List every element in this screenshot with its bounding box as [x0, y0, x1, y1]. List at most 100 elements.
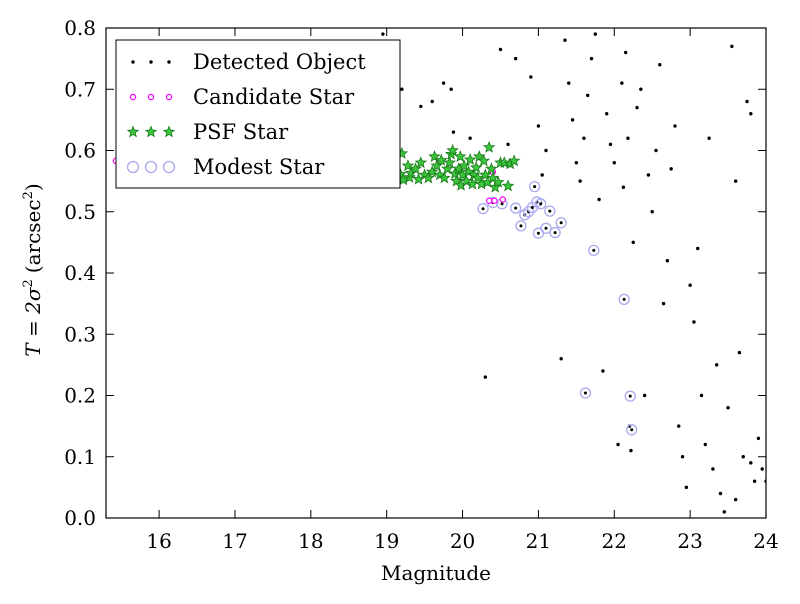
psf-star-point	[454, 150, 467, 162]
modest-star-center	[553, 231, 557, 235]
candidate-star-point	[485, 197, 493, 204]
legend-marker-modest	[162, 160, 176, 174]
candidate-star-point	[499, 196, 506, 203]
modest-star-center	[514, 206, 518, 210]
detected-object-point	[589, 56, 594, 61]
modest-star-point	[624, 390, 636, 402]
modest-star-point	[555, 217, 567, 229]
detected-object-point	[745, 99, 749, 104]
detected-object-point	[699, 393, 704, 398]
detected-object-point	[574, 161, 579, 165]
detected-object-point	[726, 406, 730, 410]
x-tick-label: 21	[526, 529, 551, 553]
detected-object-point	[540, 173, 544, 177]
psf-star-point	[485, 162, 498, 175]
legend-marker-detected	[131, 60, 135, 64]
psf-star-point	[409, 162, 422, 175]
detected-object-point	[749, 461, 753, 465]
psf-star-point	[491, 175, 505, 188]
modest-star-point	[535, 198, 547, 210]
modest-star-point	[579, 387, 592, 399]
detected-object-point	[692, 320, 696, 324]
detected-object-point	[756, 436, 761, 441]
modest-star-center	[630, 428, 634, 432]
detected-object-point	[601, 369, 605, 373]
x-tick-label: 18	[298, 529, 323, 553]
detected-object-point	[536, 124, 541, 128]
legend-marker-psf	[162, 125, 176, 138]
detected-object-point	[718, 491, 723, 496]
y-tick-label: 0.0	[64, 506, 96, 530]
psf-stars	[369, 140, 521, 193]
modest-star-center	[536, 231, 540, 235]
psf-star-point	[448, 167, 462, 180]
psf-star-point	[463, 153, 477, 166]
detected-object-point	[711, 467, 715, 471]
detected-object-point	[451, 130, 456, 134]
modest-star-point	[626, 424, 638, 436]
psf-star-point	[441, 162, 454, 175]
detected-object-point	[752, 479, 757, 483]
legend-marker-psf	[126, 125, 140, 138]
y-tick-label: 0.2	[64, 384, 96, 408]
detected-object-point	[608, 142, 613, 147]
x-tick-label: 16	[146, 529, 171, 553]
modest-star-center	[481, 207, 485, 211]
legend-markers	[126, 60, 176, 174]
y-axis-label-main: T = 2σ	[21, 286, 45, 357]
detected-object-point	[688, 283, 692, 287]
psf-star-point	[482, 140, 496, 153]
psf-star-point	[443, 156, 456, 169]
detected-object-point	[714, 363, 719, 367]
detected-object-point	[544, 148, 548, 153]
legend-marker-candidate	[129, 93, 137, 101]
detected-object-point	[703, 442, 708, 447]
detected-object-point	[498, 47, 503, 52]
x-tick-label: 22	[602, 529, 627, 553]
detected-object-point	[593, 32, 598, 36]
modest-star-center	[539, 202, 543, 206]
detected-object-point	[430, 99, 434, 104]
detected-object-point	[737, 350, 742, 355]
detected-object-point	[570, 118, 575, 122]
detected-object-point	[582, 136, 586, 140]
modest-star-point	[515, 220, 527, 232]
x-tick-label: 24	[753, 529, 778, 553]
detected-object-point	[760, 467, 764, 471]
psf-star-point	[501, 179, 515, 192]
detected-object-point	[620, 81, 624, 85]
legend-marker-detected	[167, 60, 171, 64]
y-tick-label: 0.8	[64, 16, 96, 40]
detected-object-point	[506, 142, 510, 147]
psf-star-point	[460, 174, 473, 187]
detected-object-point	[604, 112, 609, 116]
y-tick-label: 0.3	[64, 322, 96, 346]
detected-object-point	[722, 510, 726, 514]
psf-star-point	[498, 156, 511, 169]
detected-object-point	[623, 50, 628, 55]
psf-star-point	[507, 154, 521, 167]
y-axis-label-close: )	[21, 183, 45, 191]
detected-object-point	[635, 105, 639, 110]
modest-star-point	[588, 244, 600, 256]
detected-object-point	[612, 161, 616, 165]
modest-star-center	[544, 226, 548, 230]
detected-object-point	[650, 210, 654, 214]
psf-star-point	[430, 159, 444, 172]
detected-object-point	[529, 75, 533, 79]
detected-objects	[381, 32, 766, 514]
x-tick-label: 23	[677, 529, 702, 553]
x-tick-label: 20	[450, 529, 475, 553]
detected-object-point	[597, 197, 601, 202]
detected-object-point	[639, 87, 643, 91]
y-tick-label: 0.5	[64, 200, 96, 224]
legend-marker-detected	[149, 60, 153, 64]
detected-object-point	[631, 240, 635, 245]
modest-star-center	[533, 185, 537, 189]
legend-box	[115, 39, 401, 189]
modest-star-point	[549, 226, 561, 239]
legend-label-modest: Modest Star	[193, 155, 325, 179]
psf-star-point	[401, 159, 415, 172]
modest-star-center	[530, 205, 534, 209]
